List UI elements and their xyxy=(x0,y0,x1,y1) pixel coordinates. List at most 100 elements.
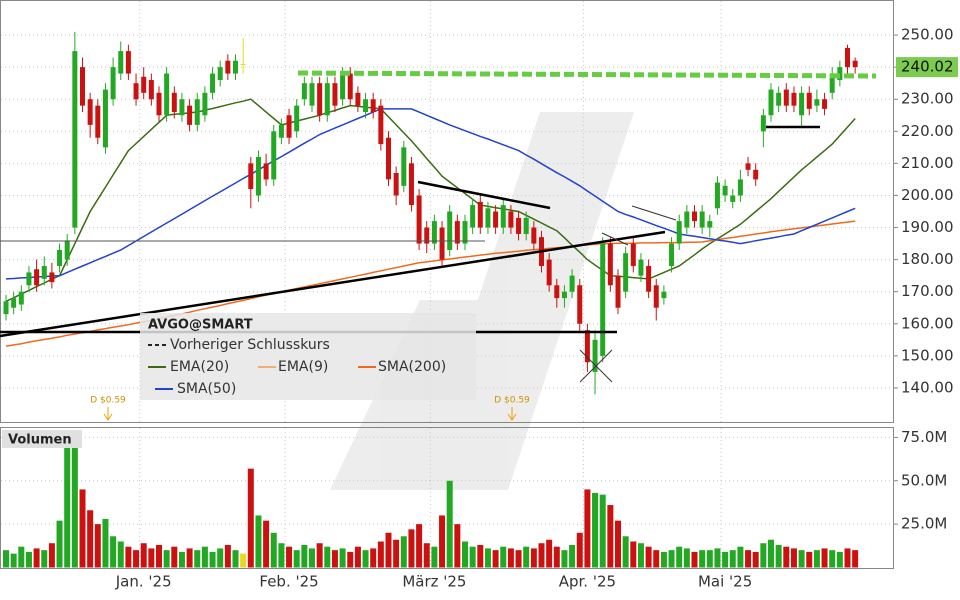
candle-body xyxy=(408,163,414,206)
candle-body xyxy=(57,249,63,267)
candle-body xyxy=(164,73,170,116)
candle-body xyxy=(393,173,399,196)
volume-bar xyxy=(530,548,537,568)
volume-bar xyxy=(768,539,774,568)
volume-bar xyxy=(507,548,514,568)
candle-body xyxy=(301,83,307,100)
candle-body xyxy=(72,51,78,228)
volume-bar xyxy=(331,550,338,568)
volume-bar xyxy=(416,524,423,568)
candle-body xyxy=(653,285,659,308)
candle-body xyxy=(646,266,652,292)
volume-bar xyxy=(347,551,354,568)
volume-bar xyxy=(760,543,767,568)
volume-bar xyxy=(576,532,583,568)
volume-bar xyxy=(737,546,744,568)
candle-body xyxy=(194,99,200,125)
candle-body xyxy=(477,201,483,228)
volume-bar xyxy=(431,546,438,568)
volume-bar xyxy=(339,548,346,568)
candle-body xyxy=(600,243,606,356)
candle-body xyxy=(431,221,437,244)
volume-bar xyxy=(278,543,285,568)
trend-line xyxy=(0,230,666,338)
candle-body xyxy=(584,330,590,363)
candle-body xyxy=(822,99,828,109)
candle-body xyxy=(722,185,728,196)
candle-body xyxy=(18,291,24,305)
dividend-label: D $0.59 xyxy=(494,396,530,406)
candle-body xyxy=(569,275,575,292)
y-tick-label: 140.00 xyxy=(901,378,954,396)
volume-bar xyxy=(806,551,813,568)
volume-bar xyxy=(178,551,185,568)
candle-body xyxy=(783,89,789,106)
dividend-markers: D $0.59 D $0.59 xyxy=(90,396,530,421)
volume-bar xyxy=(446,480,453,568)
y-tick-label: 180.00 xyxy=(901,250,954,268)
legend-label: EMA(9) xyxy=(278,359,328,375)
volume-title-box xyxy=(2,430,82,448)
volume-bar xyxy=(454,524,461,568)
candle-body xyxy=(508,211,514,228)
candle-body xyxy=(554,285,560,299)
volume-bar xyxy=(393,539,400,568)
volume-bar xyxy=(615,520,621,568)
legend-label: SMA(50) xyxy=(177,381,236,397)
trend-line xyxy=(417,180,551,210)
volume-bar xyxy=(722,551,729,568)
candle-body xyxy=(730,195,736,202)
candle-body xyxy=(34,269,40,286)
y-tick-label: 220.00 xyxy=(901,122,954,140)
y-tick-label: 25.0M xyxy=(901,515,947,533)
candle-body xyxy=(799,92,805,116)
volume-pane xyxy=(0,427,894,569)
volume-bar xyxy=(163,550,170,568)
volume-bar xyxy=(64,433,71,568)
y-tick-label: 230.00 xyxy=(901,90,954,108)
volume-bar xyxy=(515,550,522,568)
volume-bar xyxy=(660,551,667,568)
legend-box xyxy=(140,313,476,400)
volume-bar xyxy=(125,546,132,568)
candle-body xyxy=(378,105,384,145)
candle-body xyxy=(263,163,269,180)
candle-body xyxy=(745,163,751,170)
cross-line xyxy=(579,349,613,383)
volume-bar xyxy=(41,550,48,568)
volume-bar xyxy=(201,546,208,568)
candle-body xyxy=(271,131,277,180)
volume-bar xyxy=(668,550,675,568)
candle-body xyxy=(577,285,583,324)
volume-bar xyxy=(301,544,308,568)
legend: AVGO@SMART Vorheriger Schlusskurs EMA(20… xyxy=(140,313,476,400)
volume-bar xyxy=(148,548,155,568)
volume-bar xyxy=(546,539,553,568)
volume-bar xyxy=(79,489,86,568)
candle-body xyxy=(791,92,797,106)
candle-body xyxy=(255,156,261,196)
volume-bar xyxy=(286,546,293,568)
candle-body xyxy=(64,240,70,260)
volume-bar xyxy=(683,548,690,568)
volume-bar xyxy=(171,546,178,568)
dividend-arrow xyxy=(103,407,113,421)
candle-body xyxy=(95,105,101,138)
volume-bar xyxy=(293,550,300,568)
dividend-label: D $0.59 xyxy=(90,396,126,406)
candle-body xyxy=(523,217,529,234)
candle-body xyxy=(714,182,720,209)
candle-body xyxy=(179,99,185,116)
volume-bar xyxy=(240,553,247,568)
x-tick-label: Jan. '25 xyxy=(115,573,172,591)
volume-bar xyxy=(523,546,530,568)
volume-bar xyxy=(477,544,484,568)
candle-body xyxy=(454,221,460,244)
volume-bar xyxy=(110,536,117,568)
y-tick-label: 200.00 xyxy=(901,186,954,204)
volume-bar xyxy=(186,548,193,568)
volume-bar xyxy=(377,541,384,568)
candle-body xyxy=(760,115,766,132)
volume-bar xyxy=(752,551,759,568)
volume-bar xyxy=(316,543,323,568)
